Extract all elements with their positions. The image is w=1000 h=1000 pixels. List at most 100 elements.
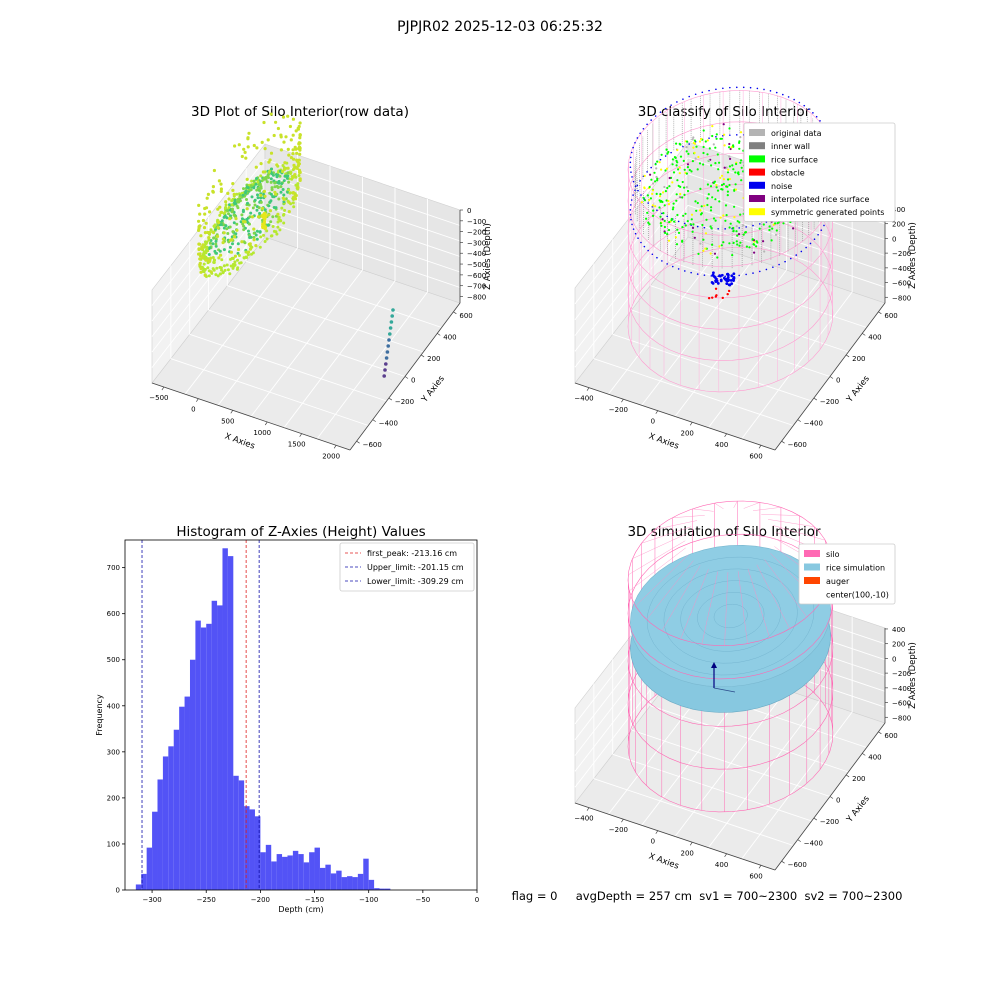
classified-point <box>745 245 749 248</box>
classified-point <box>768 228 771 232</box>
raw-point <box>237 200 241 204</box>
legend-label: silo <box>826 550 840 559</box>
raw-point <box>386 344 391 348</box>
classified-point <box>691 230 694 233</box>
raw-point <box>265 180 269 184</box>
raw-point <box>298 152 302 156</box>
z-tick-label: −500 <box>467 261 486 269</box>
raw-point <box>274 120 278 124</box>
x-tick-label: 1500 <box>288 441 306 449</box>
x-tick-label: −100 <box>359 896 378 904</box>
raw-point <box>209 270 213 274</box>
classified-point <box>714 198 717 201</box>
classified-point <box>776 222 779 225</box>
legend-label: first_peak: -213.16 cm <box>367 549 457 558</box>
classified-point <box>703 204 706 207</box>
histogram-legend: first_peak: -213.16 cm Upper_limit: -201.… <box>339 542 475 592</box>
noise-point <box>724 275 726 278</box>
raw-point <box>198 261 202 265</box>
raw-point <box>385 350 390 354</box>
y-tick-label: 400 <box>868 753 881 761</box>
classified-point <box>715 133 718 136</box>
raw-point <box>277 216 281 220</box>
raw-point <box>271 225 275 228</box>
noise-point <box>703 274 706 276</box>
classified-point <box>706 183 710 186</box>
raw-point <box>206 266 210 270</box>
raw-point <box>227 206 231 209</box>
raw-point <box>239 261 243 265</box>
raw-point <box>197 242 201 246</box>
raw-point <box>256 180 260 184</box>
raw-point <box>298 136 302 140</box>
classified-point <box>720 174 724 177</box>
z-tick-label: −600 <box>892 280 911 288</box>
raw-point <box>384 356 389 360</box>
silo-cone <box>764 559 807 618</box>
histogram-bar <box>287 855 293 890</box>
classified-point <box>670 219 673 222</box>
noise-point <box>631 223 633 226</box>
raw-point <box>259 235 263 239</box>
legend-entry: symmetric generated points <box>749 208 884 217</box>
raw-point <box>221 241 225 245</box>
legend-swatch <box>749 208 765 216</box>
classified-point <box>712 217 716 220</box>
x-tick-label: 400 <box>715 441 728 449</box>
classified-point <box>694 157 697 160</box>
raw-point <box>231 242 234 246</box>
z-tick-label: −800 <box>892 714 911 722</box>
raw-point <box>209 256 213 260</box>
classified-point <box>731 254 734 257</box>
raw-point <box>276 212 280 216</box>
raw-point <box>279 185 283 189</box>
classified-point <box>729 222 732 225</box>
histogram-bar <box>244 806 250 890</box>
legend-entry: Upper_limit: -201.15 cm <box>345 563 464 572</box>
classified-point <box>691 226 695 229</box>
z-tick-label: −600 <box>892 700 911 708</box>
classified-point <box>667 239 671 242</box>
silo-cone <box>661 565 701 631</box>
y-tick <box>829 376 834 379</box>
raw-point <box>263 208 267 212</box>
raw-point <box>239 220 243 224</box>
raw-point <box>227 197 231 201</box>
y-tick <box>781 440 785 444</box>
classified-point <box>648 198 651 202</box>
raw-point <box>267 170 271 174</box>
raw-point <box>216 226 220 230</box>
z-tick-label: 400 <box>892 626 905 634</box>
raw-point <box>236 266 240 270</box>
noise-point <box>630 199 633 201</box>
classified-point <box>728 177 731 181</box>
y-tick <box>356 440 360 444</box>
classified-point <box>693 139 697 142</box>
raw-point <box>238 193 242 197</box>
legend-label: Upper_limit: -201.15 cm <box>367 563 464 572</box>
panel-raw-title: 3D Plot of Silo Interior(row data) <box>191 104 409 120</box>
classified-point <box>677 168 680 171</box>
noise-point <box>636 184 639 187</box>
raw-point <box>247 242 251 246</box>
panel-simulation-3d: 3D simulation of Silo Interior −400 −200 0… <box>574 500 918 880</box>
legend-frame <box>798 543 896 605</box>
raw-point <box>269 234 273 238</box>
raw-point <box>250 215 254 219</box>
y-tick-label: −600 <box>788 441 807 449</box>
raw-point <box>283 174 287 178</box>
classified-point <box>653 171 656 174</box>
rice-mesh <box>713 603 748 629</box>
raw-point <box>198 252 202 256</box>
noise-point <box>725 272 729 276</box>
classified-point <box>643 174 646 177</box>
classified-point <box>723 133 726 136</box>
classified-point <box>709 185 713 188</box>
classified-point <box>679 185 682 188</box>
histogram-bar <box>222 548 228 890</box>
raw-point <box>279 148 283 152</box>
raw-point <box>255 177 258 180</box>
raw-point <box>228 208 232 212</box>
classified-point <box>736 220 739 223</box>
histogram-bar <box>217 605 223 890</box>
